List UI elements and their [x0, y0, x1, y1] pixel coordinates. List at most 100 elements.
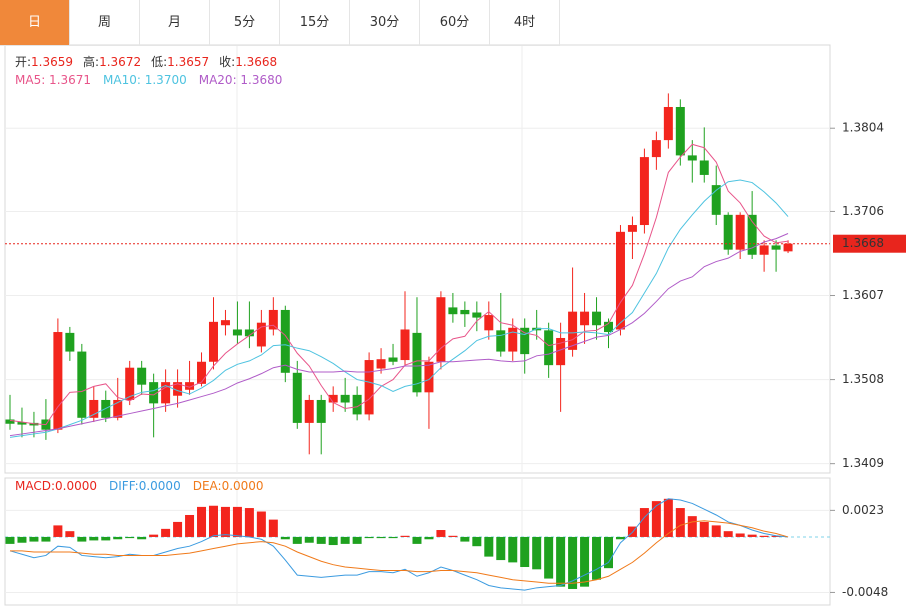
series-line: [9, 233, 789, 437]
macd-bar: [436, 530, 446, 537]
macd-bar: [328, 536, 338, 546]
macd-bar: [364, 536, 374, 539]
period-tab[interactable]: 30分: [350, 0, 420, 45]
macd-bar: [675, 508, 685, 537]
candle-body: [5, 419, 15, 424]
macd-bar: [747, 534, 757, 537]
macd-bar: [5, 536, 15, 544]
legend-entry: DIFF:0.0000: [109, 479, 181, 493]
macd-bar: [711, 525, 721, 537]
info-value: 1.3659: [31, 55, 73, 69]
macd-bar: [256, 511, 266, 537]
y-tick-label: 1.3804: [842, 121, 884, 135]
candle-body: [604, 321, 613, 333]
candle-body: [687, 155, 697, 161]
candle-body: [508, 327, 518, 352]
candle-body: [244, 329, 254, 337]
macd-bar: [280, 536, 290, 540]
period-tabs: 日周月 5分 15分 30分 60分 4时: [0, 0, 560, 46]
candle-body: [663, 106, 673, 141]
candle-body: [113, 399, 123, 418]
macd-bar: [699, 521, 709, 537]
macd-bar: [17, 536, 27, 543]
macd-bar: [723, 531, 733, 537]
legend-entry: MA20: 1.3680: [199, 73, 283, 87]
candle-body: [771, 245, 781, 250]
macd-bar: [149, 534, 159, 537]
macd-bar: [101, 536, 111, 541]
candle-body: [268, 309, 278, 330]
macd-bar: [448, 535, 458, 537]
macd-bar: [53, 525, 63, 537]
legend-entry: MACD:0.0000: [15, 479, 97, 493]
period-tab[interactable]: 15分: [280, 0, 350, 45]
macd-bar: [651, 501, 661, 537]
candle-body: [316, 399, 326, 423]
period-tab[interactable]: 60分: [420, 0, 490, 45]
candle-body: [208, 321, 218, 362]
candle-body: [496, 330, 506, 352]
macd-bar: [137, 536, 147, 540]
series-line: [9, 143, 789, 426]
candle-body: [783, 243, 793, 252]
macd-bar: [65, 531, 75, 537]
macd-bar: [77, 536, 87, 542]
series-line: [10, 520, 789, 584]
macd-bar: [580, 536, 590, 587]
candle-body: [17, 422, 27, 425]
candle-body: [735, 214, 745, 250]
period-tab[interactable]: 5分: [210, 0, 280, 45]
candle-body: [699, 160, 709, 175]
candle-body: [568, 311, 578, 350]
legend-entry: MA10: 1.3700: [103, 73, 187, 87]
period-tab[interactable]: 周: [70, 0, 140, 45]
macd-bar: [197, 506, 207, 537]
info-label: 高:: [83, 54, 99, 69]
candle-body: [627, 225, 637, 232]
macd-bar: [663, 498, 673, 537]
macd-bar: [496, 536, 506, 561]
macd-bar: [687, 516, 697, 537]
macd-bar: [185, 514, 195, 537]
candle-body: [256, 322, 266, 347]
candle-body: [436, 297, 446, 362]
candle-body: [125, 367, 135, 400]
macd-bar: [244, 508, 254, 537]
macd-bar: [29, 536, 39, 542]
y-tick-label: -0.0048: [842, 585, 888, 599]
macd-bar: [125, 536, 135, 539]
candle-body: [412, 332, 422, 393]
macd-bar: [400, 535, 410, 537]
macd-bar: [544, 536, 554, 579]
candle-body: [556, 337, 566, 366]
candle-body: [639, 157, 649, 226]
candle-body: [520, 327, 530, 355]
macd-bar: [520, 536, 530, 568]
candle-body: [759, 245, 769, 255]
legend: MACD:0.0000 DIFF:0.0000 DEA:0.0000: [15, 479, 264, 493]
macd-panel: [4, 477, 831, 606]
macd-bar: [412, 536, 422, 544]
macd-bar: [41, 536, 51, 542]
period-tab[interactable]: 日: [0, 0, 70, 45]
y-tick-label: 1.3409: [842, 456, 884, 470]
candle-body: [747, 214, 757, 255]
macd-bar: [472, 536, 482, 547]
info-label: 低:: [151, 55, 167, 69]
macd-bar: [484, 536, 494, 557]
period-tab[interactable]: 月: [140, 0, 210, 45]
macd-bar: [735, 533, 745, 537]
info-value: 1.3672: [99, 55, 141, 69]
series-line: [9, 179, 789, 438]
candle-body: [77, 351, 87, 418]
macd-bar: [113, 536, 123, 540]
candle-body: [376, 359, 386, 369]
legend-entry: MA5: 1.3671: [15, 73, 91, 87]
candle-body: [388, 357, 398, 362]
candle-body: [220, 320, 230, 326]
macd-bar: [604, 536, 613, 569]
last-price-box: [833, 234, 906, 253]
period-tab[interactable]: 4时: [490, 0, 560, 45]
